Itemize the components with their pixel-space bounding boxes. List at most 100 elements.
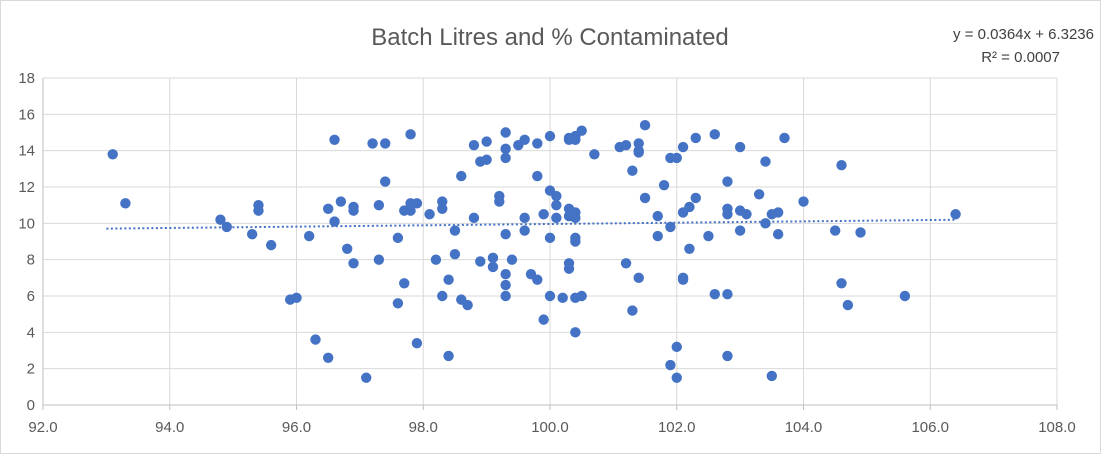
data-point xyxy=(753,189,765,200)
data-point xyxy=(411,338,423,349)
trendline-equation: y = 0.0364x + 6.3236 xyxy=(953,26,1094,43)
data-point xyxy=(405,129,416,140)
data-point xyxy=(855,227,866,238)
data-point xyxy=(671,372,682,383)
data-point xyxy=(424,209,435,220)
data-point xyxy=(500,152,511,164)
x-tick-label: 94.0 xyxy=(155,419,184,436)
data-point xyxy=(475,256,486,267)
data-point xyxy=(532,274,543,285)
data-point xyxy=(221,221,232,233)
x-tick-label: 102.0 xyxy=(658,419,696,436)
data-point xyxy=(633,138,644,149)
data-point xyxy=(722,176,733,187)
data-point xyxy=(551,190,562,202)
data-point xyxy=(322,352,334,363)
data-point xyxy=(734,225,746,236)
y-tick-label: 18 xyxy=(18,70,35,87)
data-point xyxy=(494,196,505,207)
y-tick-label: 10 xyxy=(18,215,35,232)
data-point xyxy=(620,140,632,151)
x-tick-label: 98.0 xyxy=(409,419,438,436)
data-point xyxy=(329,134,340,145)
data-point xyxy=(557,292,568,304)
data-point xyxy=(538,314,549,325)
data-point xyxy=(563,263,575,274)
data-point xyxy=(766,370,778,382)
data-point xyxy=(703,230,714,242)
data-point xyxy=(500,279,511,291)
data-point xyxy=(570,327,581,338)
data-point xyxy=(215,214,226,225)
data-point xyxy=(690,192,701,204)
data-point xyxy=(722,209,733,220)
data-points xyxy=(107,120,961,383)
data-point xyxy=(538,209,549,220)
data-point xyxy=(380,138,391,149)
trendline xyxy=(106,218,956,230)
data-point xyxy=(899,290,911,302)
x-tick-label: 106.0 xyxy=(911,419,949,436)
data-point xyxy=(671,152,682,164)
data-point xyxy=(500,290,511,302)
data-point xyxy=(449,249,461,260)
data-point xyxy=(544,232,556,244)
y-tick-label: 16 xyxy=(18,106,35,123)
data-point xyxy=(373,254,385,265)
data-point xyxy=(380,176,391,187)
data-point xyxy=(367,138,378,149)
x-tick-label: 100.0 xyxy=(531,419,569,436)
data-point xyxy=(627,165,638,176)
data-point xyxy=(265,239,277,251)
data-point xyxy=(411,198,423,209)
data-point xyxy=(842,299,854,311)
x-tick-label: 108.0 xyxy=(1038,419,1076,436)
data-point xyxy=(399,278,410,289)
x-tick-label: 96.0 xyxy=(282,419,311,436)
data-point xyxy=(551,212,562,224)
data-point xyxy=(443,350,454,362)
data-point xyxy=(342,243,353,254)
data-point xyxy=(468,140,480,151)
data-point xyxy=(303,230,315,242)
data-point xyxy=(658,179,670,191)
data-point xyxy=(652,230,663,242)
data-point xyxy=(329,216,340,227)
data-point xyxy=(576,125,587,136)
data-point xyxy=(443,274,454,285)
data-point xyxy=(760,218,771,229)
data-point xyxy=(506,254,518,265)
data-point xyxy=(779,132,790,144)
data-point xyxy=(348,258,359,269)
data-point xyxy=(684,243,695,254)
data-point xyxy=(519,225,530,236)
data-point xyxy=(633,272,644,284)
data-point xyxy=(487,252,499,264)
data-point xyxy=(430,254,442,265)
data-point xyxy=(639,192,651,204)
data-point xyxy=(665,221,676,233)
gridlines xyxy=(43,77,1058,405)
data-point xyxy=(519,134,530,145)
data-point xyxy=(437,203,448,214)
y-tick-label: 14 xyxy=(18,143,35,160)
data-point xyxy=(772,229,784,240)
data-point xyxy=(373,199,385,211)
data-point xyxy=(633,147,644,158)
data-point xyxy=(576,290,587,302)
data-point xyxy=(500,127,511,138)
x-tick-label: 104.0 xyxy=(785,419,823,436)
data-point xyxy=(950,209,961,220)
data-point xyxy=(544,130,556,142)
data-point xyxy=(107,149,118,160)
data-point xyxy=(246,229,258,240)
y-tick-label: 6 xyxy=(27,288,35,305)
data-point xyxy=(734,141,746,153)
data-point xyxy=(709,129,720,140)
data-point xyxy=(544,290,556,302)
y-tick-label: 4 xyxy=(27,324,35,341)
data-point xyxy=(677,272,689,284)
y-tick-label: 8 xyxy=(27,252,35,269)
data-point xyxy=(532,138,543,149)
